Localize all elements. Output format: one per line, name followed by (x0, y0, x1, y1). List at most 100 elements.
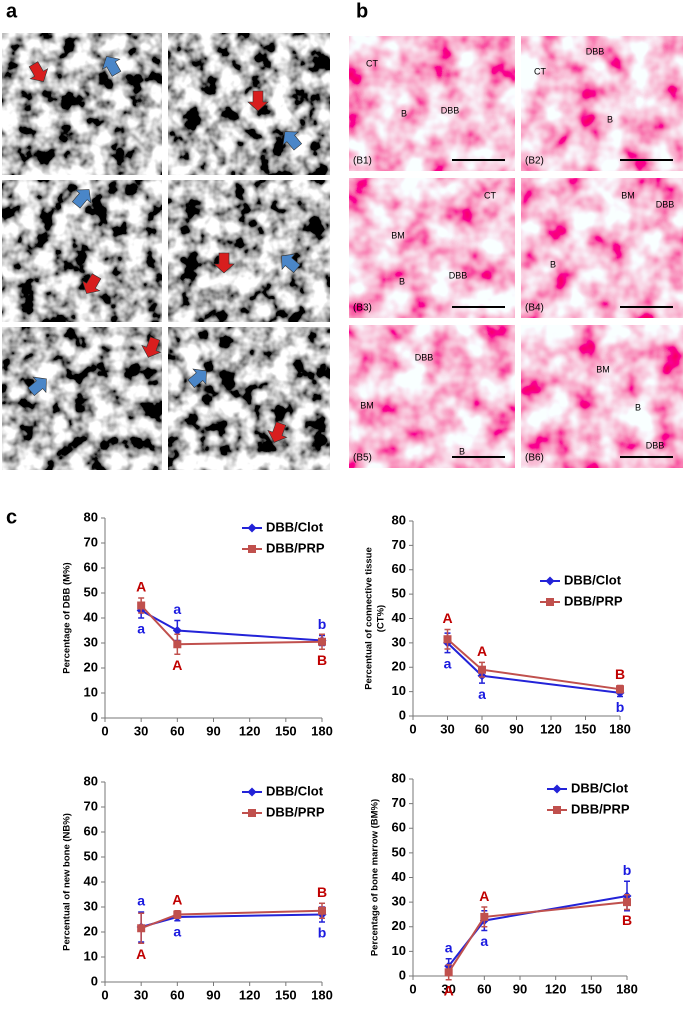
series-line (447, 901, 628, 973)
panel-label: b (356, 0, 368, 22)
significance-letter: a (480, 933, 488, 949)
y-tick-label: 40 (84, 609, 98, 624)
arrow (28, 61, 49, 82)
data-point (173, 640, 182, 649)
x-tick-label: 60 (170, 987, 184, 1002)
tissue-label: DBB (415, 352, 434, 362)
y-tick-label: 60 (392, 561, 406, 576)
significance-letter: A (136, 946, 146, 962)
significance-letter: b (623, 862, 632, 878)
x-tick-label: 180 (311, 987, 333, 1002)
x-tick-label: 0 (409, 721, 416, 736)
y-tick-label: 10 (392, 943, 406, 958)
y-tick-label: 30 (84, 634, 98, 649)
legend-label: DBB/Clot (571, 780, 629, 795)
tissue-label: B (399, 276, 405, 286)
y-tick-label: 50 (392, 844, 406, 859)
histology-id: (B4) (525, 303, 544, 314)
legend-label: DBB/PRP (266, 804, 325, 819)
legend-label: DBB/PRP (266, 540, 325, 555)
significance-letter: a (173, 601, 181, 617)
x-tick-label: 150 (275, 987, 297, 1002)
y-tick-label: 70 (84, 534, 98, 549)
x-tick-label: 90 (513, 981, 527, 996)
arrow (101, 56, 122, 77)
arrow (267, 421, 288, 443)
significance-letter: B (317, 884, 327, 900)
arrow (27, 376, 47, 397)
y-tick-label: 0 (399, 707, 406, 722)
x-tick-label: 60 (477, 981, 491, 996)
y-tick-label: 60 (84, 559, 98, 574)
histology-id: (B1) (353, 156, 372, 167)
significance-letter: A (477, 643, 487, 659)
arrow (71, 189, 92, 209)
tissue-label: DBB (586, 46, 605, 56)
legend-marker (546, 598, 554, 606)
data-point (443, 635, 452, 644)
y-tick-label: 80 (84, 773, 98, 788)
y-tick-label: 20 (392, 918, 406, 933)
significance-letter: A (172, 657, 182, 673)
y-tick-label: 0 (91, 973, 98, 988)
data-point (137, 601, 146, 610)
y-tick-label: 30 (84, 898, 98, 913)
data-point (480, 912, 489, 921)
y-axis-title: Percentual of new bone (NB%) (62, 813, 73, 951)
legend-label: DBB/PRP (564, 593, 623, 608)
x-tick-label: 180 (609, 721, 631, 736)
y-axis-title: Percentage of bone marrow (BM%) (370, 799, 381, 956)
significance-letter: B (615, 666, 625, 682)
y-tick-label: 40 (84, 873, 98, 888)
panel-label: a (6, 0, 18, 22)
micro-ct-image (1, 32, 163, 176)
legend-marker (248, 809, 256, 817)
significance-letter: b (318, 925, 327, 941)
significance-letter: a (137, 893, 145, 909)
data-point (173, 910, 182, 919)
arrow (187, 368, 207, 389)
y-tick-label: 10 (84, 948, 98, 963)
significance-letter: A (479, 888, 489, 904)
data-point (444, 968, 453, 977)
significance-letter: a (173, 923, 181, 939)
legend-marker (545, 576, 555, 586)
x-tick-label: 30 (134, 723, 148, 738)
y-tick-label: 20 (84, 659, 98, 674)
significance-letter: B (622, 912, 632, 928)
significance-letter: A (136, 579, 146, 595)
arrow (141, 336, 162, 358)
significance-letter: b (616, 699, 625, 715)
data-point (318, 906, 326, 915)
x-tick-label: 180 (311, 723, 333, 738)
histology-image (520, 324, 684, 469)
x-tick-label: 150 (275, 723, 297, 738)
data-point (616, 685, 624, 694)
x-tick-label: 90 (509, 721, 523, 736)
y-tick-label: 0 (399, 967, 406, 982)
significance-letter: a (137, 621, 145, 637)
histology-image (520, 35, 684, 172)
significance-letter: B (317, 652, 327, 668)
x-tick-label: 60 (170, 723, 184, 738)
significance-letter: a (478, 686, 486, 702)
micro-ct-image (167, 32, 331, 176)
x-tick-label: 60 (475, 721, 489, 736)
panel-label: c (6, 506, 17, 528)
histology-id: (B5) (353, 453, 372, 464)
legend-marker (552, 784, 562, 794)
tissue-label: CT (484, 190, 496, 200)
y-tick-label: 40 (392, 869, 406, 884)
x-tick-label: 120 (540, 721, 562, 736)
y-tick-label: 20 (84, 923, 98, 938)
significance-letter: b (318, 616, 327, 632)
tissue-label: BM (596, 364, 610, 374)
y-axis-title: Percentage of DBB (M%) (62, 562, 73, 673)
y-axis-title: Percentual of connective tissue (364, 547, 375, 690)
x-tick-label: 30 (440, 721, 454, 736)
x-tick-label: 120 (239, 723, 261, 738)
arrow (81, 273, 102, 294)
tissue-label: B (550, 259, 556, 269)
tissue-label: B (401, 108, 407, 118)
